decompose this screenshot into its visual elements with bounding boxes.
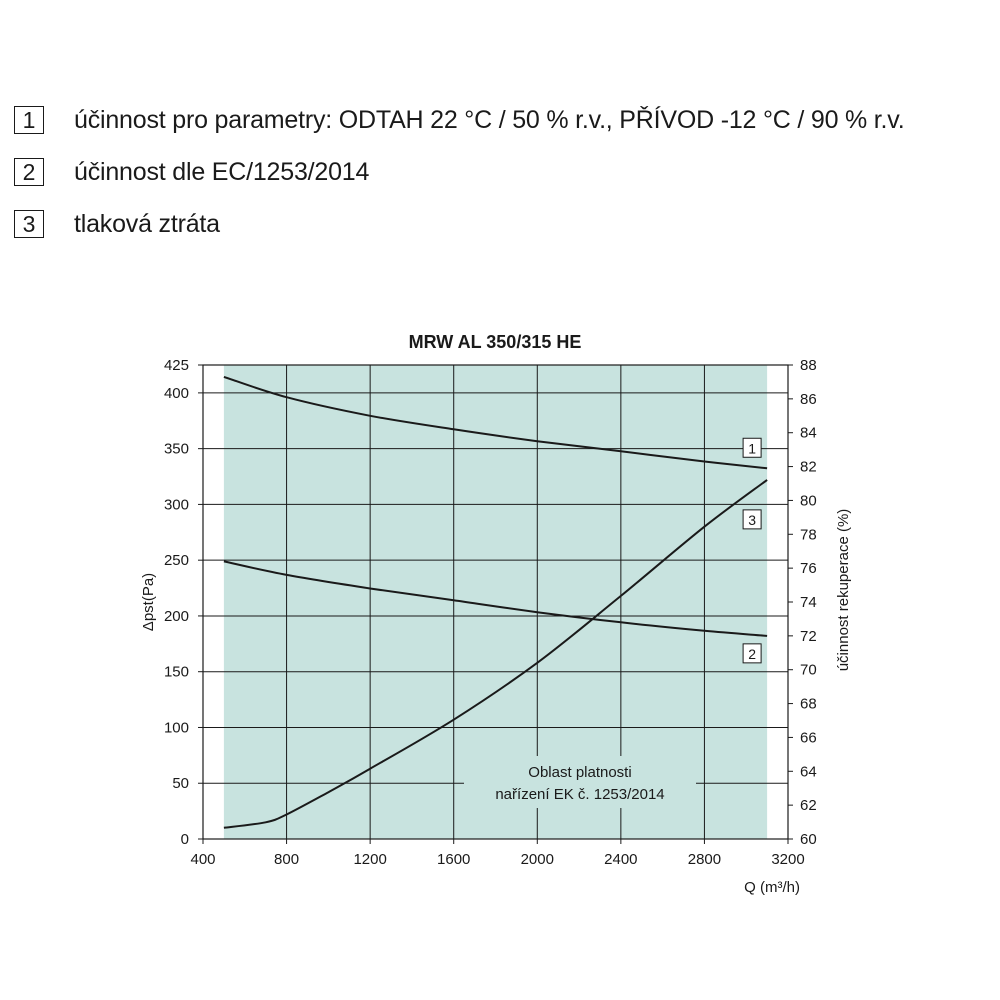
right-tick-label: 60 [800, 831, 817, 848]
left-tick-label: 100 [164, 719, 189, 736]
legend-item-3: 3 tlaková ztráta [14, 198, 904, 250]
left-tick-label: 350 [164, 441, 189, 458]
series-label: 3 [748, 512, 756, 528]
legend-item-1: 1 účinnost pro parametry: ODTAH 22 °C / … [14, 94, 905, 146]
legend-number-box: 1 [14, 106, 44, 134]
x-tick-label: 3200 [771, 851, 804, 868]
legend-text: účinnost dle EC/1253/2014 [74, 157, 370, 186]
left-tick-label: 250 [164, 552, 189, 569]
x-tick-label: 400 [190, 851, 215, 868]
right-axis-ticks: 60 62 64 66 68 70 72 74 76 78 80 82 84 86 88 [788, 357, 817, 848]
series-line-3 [223, 479, 768, 829]
x-axis-ticks: 400 800 1200 1600 2000 2400 2800 3200 [190, 839, 805, 868]
right-tick-label: 68 [800, 696, 817, 713]
x-tick-label: 1600 [437, 851, 470, 868]
right-tick-label: 80 [800, 492, 817, 509]
left-tick-label: 200 [164, 608, 189, 625]
right-tick-label: 84 [800, 425, 817, 442]
right-tick-label: 62 [800, 797, 817, 814]
left-tick-label: 425 [164, 357, 189, 374]
legend-text: účinnost pro parametry: ODTAH 22 °C / 50… [74, 105, 905, 134]
right-tick-label: 88 [800, 357, 817, 374]
right-tick-label: 64 [800, 763, 817, 780]
x-tick-label: 1200 [353, 851, 386, 868]
left-tick-label: 0 [181, 831, 189, 848]
left-tick-label: 400 [164, 385, 189, 402]
series: 1 2 3 [223, 375, 768, 829]
right-axis-label: účinnost rekuperace (%) [835, 509, 852, 672]
left-tick-label: 300 [164, 496, 189, 513]
x-tick-label: 2000 [521, 851, 554, 868]
left-tick-label: 150 [164, 664, 189, 681]
series-label-box [742, 643, 762, 664]
left-tick-label: 50 [172, 775, 189, 792]
right-tick-label: 82 [800, 459, 817, 476]
right-tick-label: 74 [800, 594, 817, 611]
x-axis-label: Q (m³/h) [744, 879, 800, 896]
legend: 1 účinnost pro parametry: ODTAH 22 °C / … [14, 94, 905, 250]
right-tick-label: 78 [800, 526, 817, 543]
region-label-line-2: nařízení EK č. 1253/2014 [495, 786, 664, 803]
right-tick-label: 66 [800, 729, 817, 746]
region-label-background [464, 756, 696, 808]
legend-number-box: 2 [14, 158, 44, 186]
right-tick-label: 72 [800, 628, 817, 645]
right-tick-label: 86 [800, 391, 817, 408]
series-label: 1 [748, 440, 756, 456]
legend-number-box: 3 [14, 210, 44, 238]
right-tick-label: 76 [800, 560, 817, 577]
region-label-line-1: Oblast platnosti [528, 764, 631, 781]
right-tick-label: 70 [800, 662, 817, 679]
x-tick-label: 2400 [604, 851, 637, 868]
series-label-box [742, 437, 762, 458]
legend-item-2: 2 účinnost dle EC/1253/2014 [14, 146, 904, 198]
series-line-2 [223, 560, 768, 637]
region-label: Oblast platnosti nařízení EK č. 1253/2014 [464, 756, 696, 808]
x-tick-label: 2800 [688, 851, 721, 868]
left-axis-label: Δpst(Pa) [140, 573, 157, 631]
legend-text: tlaková ztráta [74, 209, 220, 238]
x-tick-label: 800 [274, 851, 299, 868]
left-axis-ticks: 0 50 100 150 200 250 300 350 400 425 [164, 357, 203, 848]
series-label-box [742, 509, 762, 530]
series-label: 2 [748, 646, 756, 662]
chart-title: MRW AL 350/315 HE [409, 332, 582, 352]
series-line-1 [223, 375, 768, 470]
